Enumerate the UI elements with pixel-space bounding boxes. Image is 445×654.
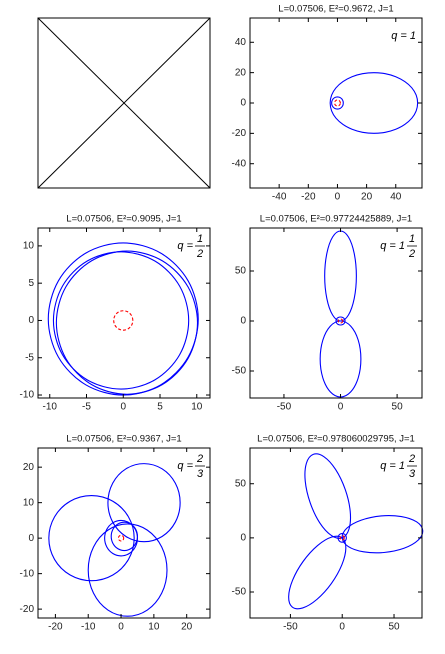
annotation: q = 1 bbox=[380, 240, 405, 252]
y-tick-label: 10 bbox=[23, 497, 35, 508]
orbit-panel: L=0.07506, E²=0.9095, J=1 -10 -5 0 5 10 -10 -5 0… bbox=[20, 214, 211, 413]
x-tick-label: -10 bbox=[43, 402, 58, 413]
x-tick-label: 0 bbox=[120, 402, 126, 413]
orbit-curve bbox=[335, 316, 346, 326]
x-tick-label: 20 bbox=[181, 622, 193, 633]
orbit-curve bbox=[337, 318, 344, 324]
orbit-curve bbox=[87, 523, 168, 617]
y-tick-label: 50 bbox=[235, 478, 247, 489]
plot-frame bbox=[249, 227, 423, 399]
annotation-denominator: 2 bbox=[196, 248, 203, 260]
orbit-panel: L=0.07506, E²=0.9367, J=1-20 -10 0 10 20-20-… bbox=[20, 434, 211, 633]
annotation-numerator: 2 bbox=[408, 453, 415, 465]
y-tick-label: 20 bbox=[23, 462, 35, 473]
orbit-curve bbox=[48, 495, 135, 582]
panel-title: L=0.07506, E²=0.9095, J=1 bbox=[66, 214, 181, 225]
annotation: q = bbox=[177, 460, 193, 472]
y-tick-label: 0 bbox=[240, 533, 246, 544]
y-tick-label: 0 bbox=[28, 533, 34, 544]
y-tick-label: -5 bbox=[25, 352, 34, 363]
x-tick-label: 20 bbox=[361, 192, 373, 203]
annotation-numerator: 2 bbox=[196, 453, 203, 465]
y-tick-label: -10 bbox=[20, 390, 35, 401]
x-tick-label: -50 bbox=[277, 402, 292, 413]
y-tick-label: -40 bbox=[232, 158, 247, 169]
plot-frame bbox=[37, 447, 211, 619]
orbit-curve bbox=[55, 250, 199, 395]
x-tick-label: -50 bbox=[283, 622, 298, 633]
orbit-panel: L=0.07506, E²=0.97724425889, J=1 -50 0 50 -5… bbox=[232, 214, 423, 413]
y-tick-label: 5 bbox=[28, 278, 34, 289]
placeholder-frame bbox=[37, 17, 211, 189]
annotation-denominator: 3 bbox=[197, 468, 204, 480]
y-tick-label: 40 bbox=[235, 37, 247, 48]
x-tick-label: 10 bbox=[148, 622, 160, 633]
orbit-curve bbox=[331, 96, 344, 110]
x-tick-label: -20 bbox=[301, 192, 316, 203]
x-tick-label: 50 bbox=[392, 402, 404, 413]
annotation: q = 1 bbox=[391, 30, 416, 42]
orbit-curve bbox=[341, 515, 424, 554]
x-tick-label: 0 bbox=[118, 622, 124, 633]
plot-frame bbox=[249, 447, 423, 619]
x-tick-label: -20 bbox=[48, 622, 63, 633]
panel-title: L=0.07506, E²=0.9367, J=1 bbox=[66, 434, 181, 445]
orbit-curve bbox=[339, 535, 345, 541]
y-tick-label: 20 bbox=[235, 67, 247, 78]
plot-frame bbox=[37, 227, 211, 399]
plot-frame bbox=[249, 17, 423, 189]
orbit-curve bbox=[304, 453, 352, 539]
y-tick-label: -20 bbox=[20, 604, 35, 615]
y-tick-label: 0 bbox=[240, 316, 246, 327]
panel-title: L=0.07506, E²=0.978060029795, J=1 bbox=[257, 434, 415, 445]
orbit-curve bbox=[288, 535, 347, 610]
x-tick-label: -40 bbox=[272, 192, 287, 203]
x-tick-label: 40 bbox=[390, 192, 402, 203]
orbit-curve bbox=[47, 242, 199, 396]
orbit-curve bbox=[329, 72, 419, 134]
y-tick-label: 0 bbox=[240, 98, 246, 109]
x-tick-label: 0 bbox=[339, 622, 345, 633]
orbit-curve bbox=[113, 310, 134, 331]
x-tick-label: 50 bbox=[388, 622, 400, 633]
orbit-curve bbox=[52, 251, 190, 390]
annotation-denominator: 2 bbox=[408, 248, 415, 260]
annotation-denominator: 3 bbox=[409, 468, 416, 480]
orbit-curve bbox=[107, 463, 181, 543]
orbit-panel: L=0.07506, E²=0.978060029795, J=1 -50 0 50 -… bbox=[232, 434, 424, 633]
orbit-curve bbox=[110, 521, 139, 552]
placeholder-diagonal bbox=[37, 17, 211, 189]
annotation: q = 1 bbox=[380, 460, 405, 472]
y-tick-label: 10 bbox=[23, 241, 35, 252]
panel-title: L=0.07506, E²=0.97724425889, J=1 bbox=[260, 214, 412, 225]
orbit-curve bbox=[333, 99, 341, 107]
annotation-numerator: 1 bbox=[409, 233, 415, 245]
x-tick-label: 10 bbox=[191, 402, 203, 413]
y-tick-label: -20 bbox=[232, 128, 247, 139]
y-tick-label: -50 bbox=[232, 587, 247, 598]
y-tick-label: -10 bbox=[20, 568, 35, 579]
x-tick-label: -10 bbox=[81, 622, 96, 633]
orbit-curve bbox=[117, 534, 125, 542]
y-tick-label: -50 bbox=[232, 366, 247, 377]
annotation: q = bbox=[177, 240, 193, 252]
orbit-panel: L=0.07506, E²=0.9672, J=1 -40 -20 0 20 40 -40 -… bbox=[232, 4, 423, 203]
x-tick-label: 5 bbox=[157, 402, 163, 413]
orbit-curve bbox=[319, 320, 362, 398]
placeholder-panel bbox=[37, 17, 211, 189]
orbit-curve bbox=[337, 532, 347, 543]
y-tick-label: 0 bbox=[28, 315, 34, 326]
panel-title: L=0.07506, E²=0.9672, J=1 bbox=[278, 4, 393, 15]
orbit-curve bbox=[324, 230, 357, 322]
annotation-numerator: 1 bbox=[197, 233, 203, 245]
x-tick-label: 0 bbox=[338, 402, 344, 413]
y-tick-label: 50 bbox=[235, 266, 247, 277]
x-tick-label: -5 bbox=[82, 402, 91, 413]
x-tick-label: 0 bbox=[335, 192, 341, 203]
